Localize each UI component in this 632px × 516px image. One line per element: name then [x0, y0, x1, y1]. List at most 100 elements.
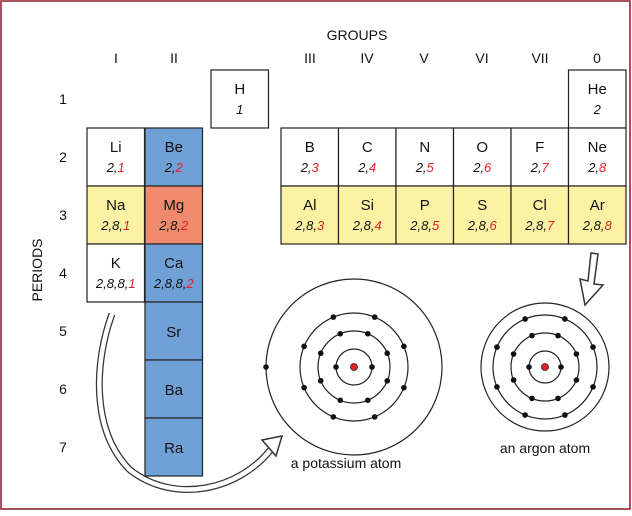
group-label: VI — [475, 50, 488, 66]
electron — [364, 397, 371, 404]
electron — [522, 316, 528, 322]
atom-boundary — [480, 302, 610, 432]
electron — [301, 343, 307, 350]
element-symbol: Be — [165, 139, 183, 156]
electron-shell — [510, 332, 580, 402]
inner-shells: 2,8, — [100, 218, 123, 233]
element-symbol: S — [477, 197, 487, 214]
electron — [529, 332, 535, 339]
electron-config: 2,2 — [164, 160, 184, 175]
electron-config: 1 — [236, 102, 243, 117]
inner-shells: 2,8, — [467, 218, 490, 233]
period-label: 4 — [59, 265, 67, 281]
element-symbol: F — [535, 139, 544, 156]
electron-config: 2,8,5 — [409, 218, 440, 233]
electron — [529, 395, 535, 402]
inner-shells: 2, — [357, 160, 369, 175]
inner-shells: 2, — [587, 160, 599, 175]
electron — [317, 350, 324, 357]
caption: an argon atom — [500, 440, 590, 456]
electron-config: 2,8,3 — [294, 218, 325, 233]
element-cell — [395, 127, 455, 187]
element-symbol: Ba — [165, 382, 184, 399]
electron-config: 2,8,8,2 — [153, 276, 195, 291]
inner-shells: 2, — [415, 160, 427, 175]
element-cell — [395, 185, 455, 245]
periods-title: PERIODS — [29, 238, 45, 301]
period-label: 2 — [59, 149, 67, 165]
element-symbol: Si — [361, 197, 374, 214]
inner-shells: 2, — [472, 160, 484, 175]
element-symbol: Al — [303, 197, 316, 214]
inner-shells: 2,8, — [582, 218, 605, 233]
group-label: I — [114, 50, 118, 66]
element-cell — [86, 243, 146, 303]
element-cell — [86, 127, 146, 187]
element-cell — [210, 69, 270, 129]
electron-config: 2,8,8 — [582, 218, 613, 233]
electron — [337, 330, 344, 337]
electron-config: 2,5 — [415, 160, 435, 175]
period-label: 1 — [59, 91, 67, 107]
element-cell — [567, 127, 627, 187]
electron-config: 2,8,1 — [100, 218, 130, 233]
electron-config: 2,8,7 — [524, 218, 555, 233]
outer-shell: 3 — [317, 218, 325, 233]
electron — [555, 332, 561, 339]
element-symbol: B — [305, 139, 315, 156]
element-cell — [337, 185, 397, 245]
element-symbol: Ca — [164, 255, 184, 272]
element-cell — [452, 185, 512, 245]
nucleus — [350, 363, 358, 371]
electron-config: 2,6 — [472, 160, 492, 175]
groups-title: GROUPS — [327, 27, 388, 43]
electron — [558, 364, 564, 370]
electron — [573, 377, 580, 383]
electron — [526, 364, 532, 370]
inner-shells: 2,8, — [294, 218, 317, 233]
element-symbol: Li — [110, 139, 122, 156]
period-label: 3 — [59, 207, 67, 223]
electron — [330, 414, 337, 420]
arrow-inner — [97, 313, 274, 492]
electron — [337, 397, 344, 404]
element-cell — [144, 185, 204, 245]
electron — [301, 384, 307, 391]
electron — [401, 343, 407, 350]
outer-shell: 8 — [604, 218, 612, 233]
group-label: II — [170, 50, 178, 66]
electron — [562, 316, 568, 322]
element-symbol: Mg — [163, 197, 184, 214]
outer-shell: 1 — [118, 160, 125, 175]
group-label: V — [419, 50, 429, 66]
element-cell — [280, 185, 340, 245]
electron — [510, 377, 517, 383]
electron — [562, 412, 568, 418]
electron-config: 2,8,8,1 — [95, 276, 136, 291]
electron-config: 2,4 — [357, 160, 376, 175]
inner-shells: 2, — [164, 160, 176, 175]
electron — [494, 344, 500, 350]
period-label: 6 — [59, 381, 67, 397]
element-cell — [337, 127, 397, 187]
element-symbol: P — [420, 197, 430, 214]
electron-shell — [317, 330, 391, 404]
group-label: III — [304, 50, 316, 66]
outer-shell: 5 — [427, 160, 435, 175]
group-label: 0 — [593, 50, 601, 66]
element-cell — [144, 301, 204, 361]
electron-shell — [299, 312, 409, 422]
period-label: 5 — [59, 323, 67, 339]
element-cell — [510, 127, 570, 187]
element-cell — [567, 185, 627, 245]
element-symbol: Ra — [164, 440, 184, 457]
nucleus — [541, 363, 549, 371]
element-cell — [144, 417, 204, 477]
electron — [371, 314, 378, 320]
outer-shell: 6 — [484, 160, 492, 175]
outer-shell: 5 — [432, 218, 440, 233]
outer-shell: 3 — [312, 160, 320, 175]
outer-shell: 1 — [123, 218, 130, 233]
